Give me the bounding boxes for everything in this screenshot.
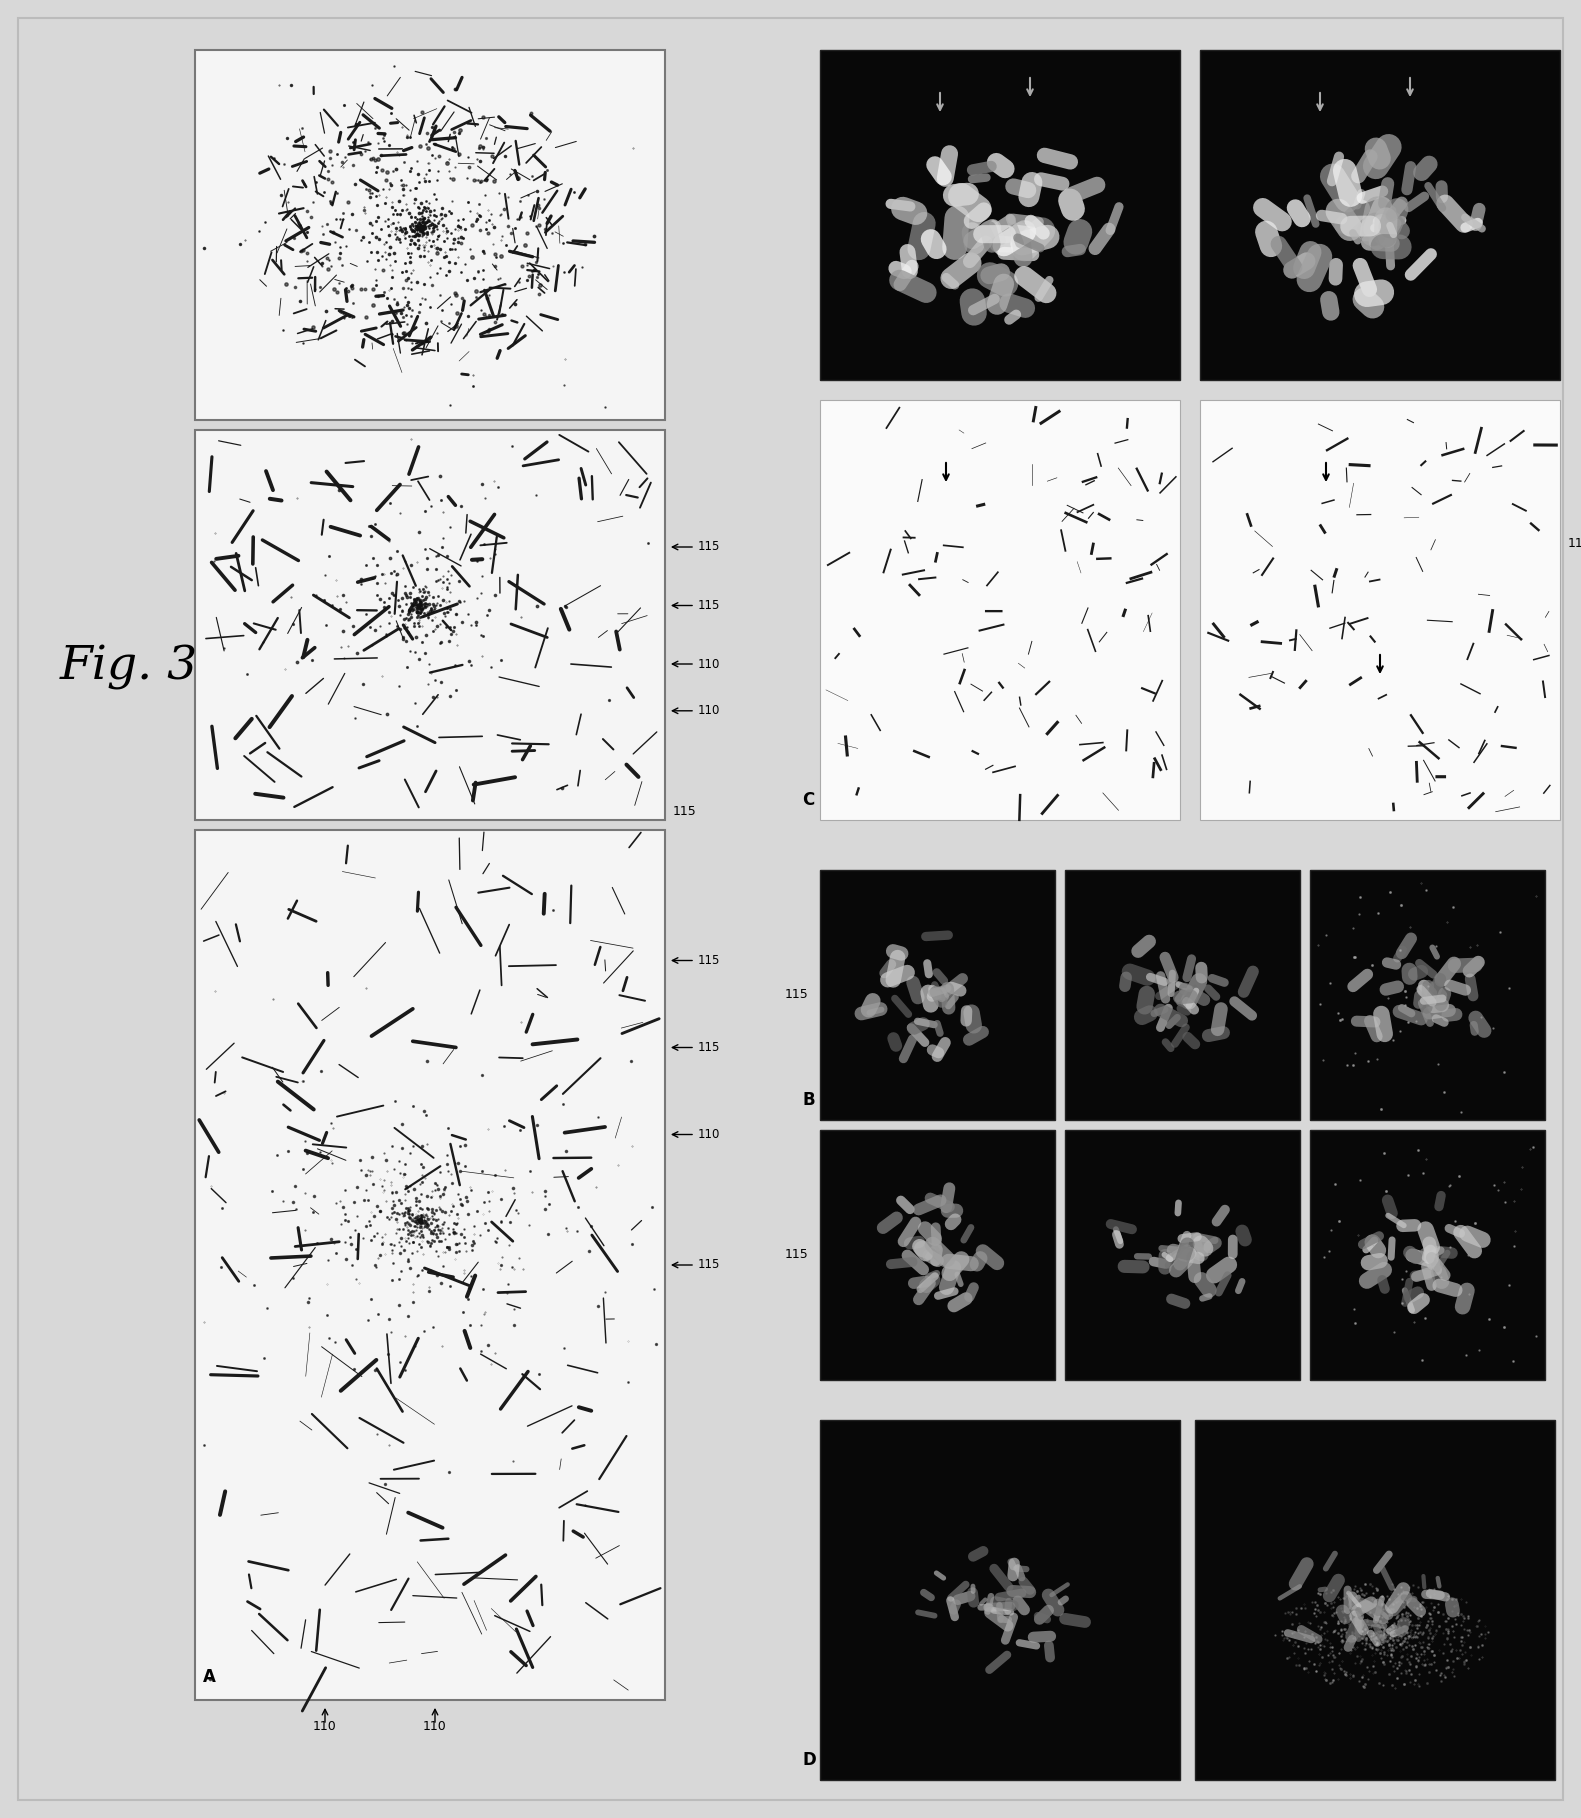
Text: C: C (802, 791, 814, 809)
Bar (194, 831, 666, 1700)
Bar (821, 1131, 1055, 1380)
Bar (1066, 1131, 1300, 1380)
Text: 115: 115 (697, 954, 721, 967)
Text: 110: 110 (424, 1720, 447, 1733)
Bar (1200, 400, 1560, 820)
Bar (1066, 871, 1300, 1120)
Text: 115: 115 (786, 1249, 809, 1262)
Text: 110: 110 (313, 1720, 337, 1733)
Bar (194, 431, 666, 820)
Text: 115: 115 (697, 540, 721, 553)
Text: 110: 110 (697, 1127, 721, 1142)
Text: 115: 115 (697, 598, 721, 613)
Bar (1200, 51, 1560, 380)
Text: 115: 115 (697, 1042, 721, 1054)
Bar (821, 871, 1055, 1120)
Text: 116: 116 (1568, 536, 1581, 551)
Bar (1311, 1131, 1545, 1380)
Text: A: A (202, 1667, 217, 1685)
Bar (821, 51, 1179, 380)
Bar (821, 400, 1179, 820)
Bar (821, 1420, 1179, 1780)
Text: D: D (802, 1751, 816, 1769)
Text: B: B (802, 1091, 814, 1109)
Bar (1311, 871, 1545, 1120)
Bar (1195, 1420, 1556, 1780)
Bar (194, 51, 666, 420)
Text: 115: 115 (697, 1258, 721, 1271)
Text: 110: 110 (697, 658, 721, 671)
Text: 115: 115 (674, 805, 697, 818)
Text: 110: 110 (697, 704, 721, 718)
Text: 115: 115 (786, 989, 809, 1002)
Text: Fig. 3: Fig. 3 (60, 645, 198, 691)
